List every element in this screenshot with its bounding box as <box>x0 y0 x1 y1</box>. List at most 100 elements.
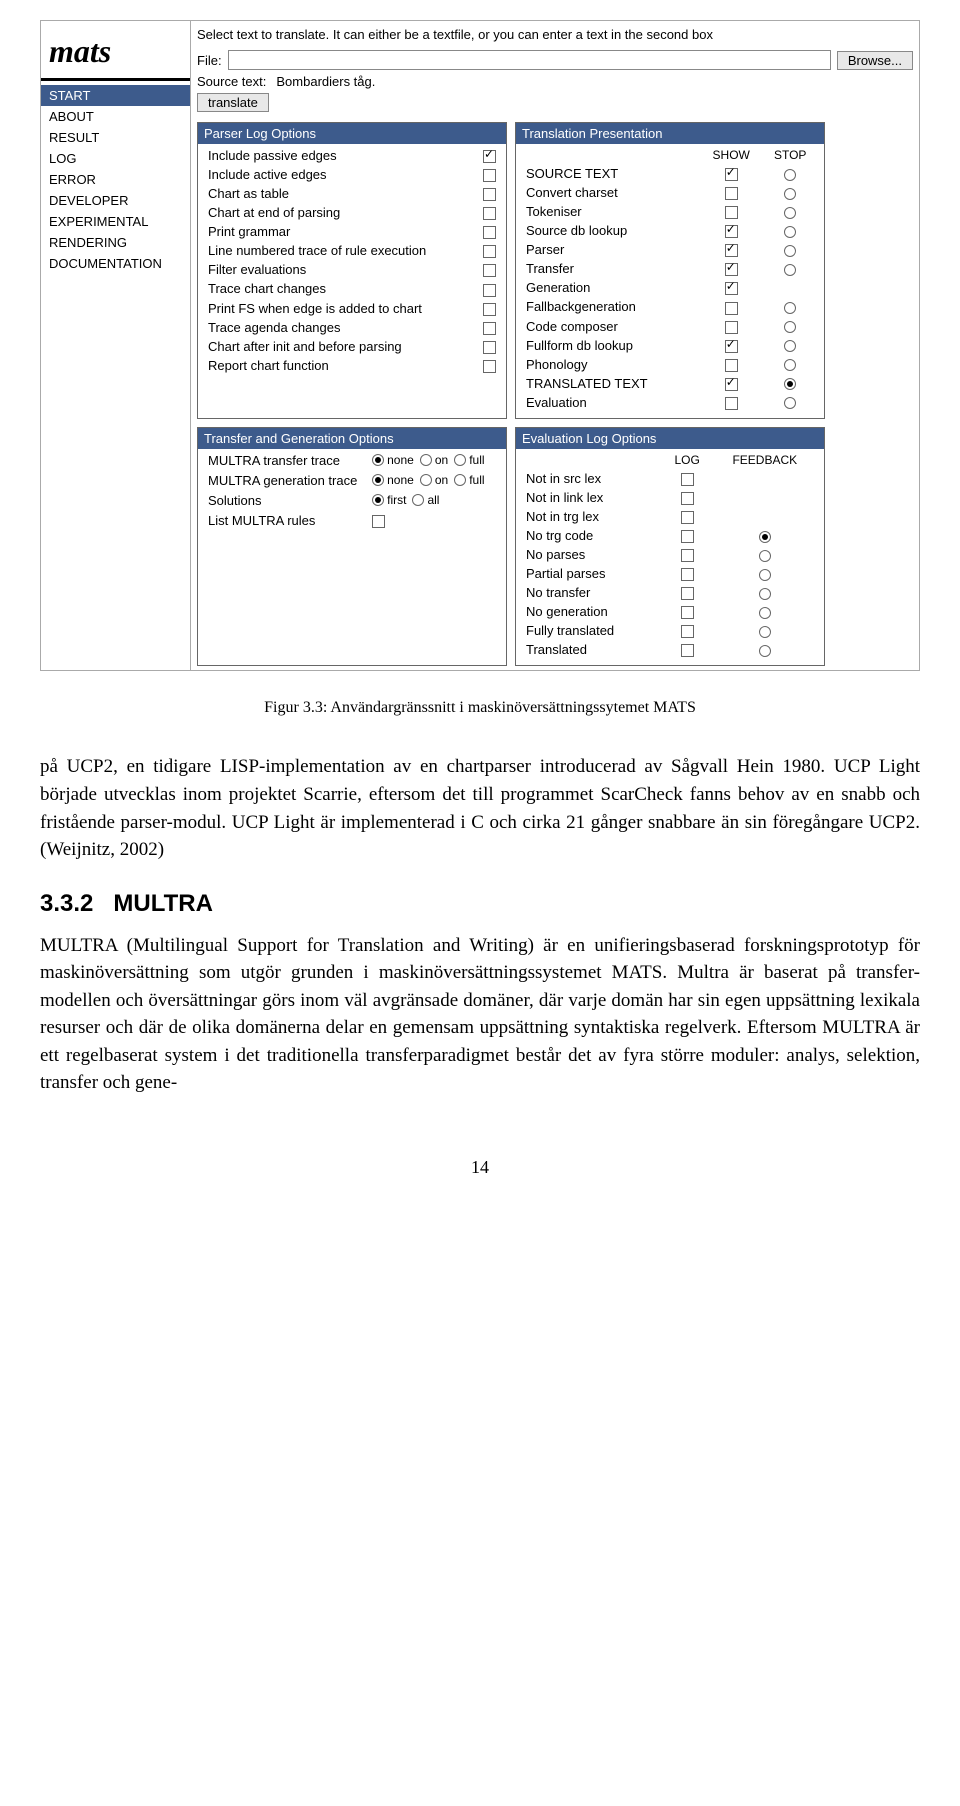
radio[interactable] <box>784 340 796 352</box>
nav-item-developer[interactable]: DEVELOPER <box>41 190 190 211</box>
radio[interactable] <box>784 264 796 276</box>
checkbox[interactable] <box>681 625 694 638</box>
nav-item-log[interactable]: LOG <box>41 148 190 169</box>
checkbox[interactable] <box>483 188 496 201</box>
checkbox[interactable] <box>681 492 694 505</box>
figure-caption: Figur 3.3: Användargränssnitt i maskinöv… <box>40 699 920 717</box>
checkbox[interactable] <box>725 206 738 219</box>
checkbox[interactable] <box>372 515 385 528</box>
radio-option[interactable]: first <box>372 493 406 507</box>
checkbox[interactable] <box>483 150 496 163</box>
section-number: 3.3.2 <box>40 890 93 917</box>
file-input[interactable] <box>228 50 831 70</box>
checkbox[interactable] <box>681 530 694 543</box>
radio[interactable] <box>412 494 424 506</box>
radio[interactable] <box>372 454 384 466</box>
radio[interactable] <box>784 188 796 200</box>
checkbox[interactable] <box>725 168 738 181</box>
radio[interactable] <box>372 474 384 486</box>
checkbox[interactable] <box>483 322 496 335</box>
option-label: Fully translated <box>522 621 663 640</box>
checkbox[interactable] <box>681 644 694 657</box>
checkbox[interactable] <box>483 303 496 316</box>
radio[interactable] <box>784 226 796 238</box>
radio[interactable] <box>784 378 796 390</box>
radio[interactable] <box>784 359 796 371</box>
nav-item-result[interactable]: RESULT <box>41 127 190 148</box>
checkbox[interactable] <box>725 282 738 295</box>
radio[interactable] <box>759 607 771 619</box>
nav-item-documentation[interactable]: DOCUMENTATION <box>41 253 190 274</box>
nav-item-experimental[interactable]: EXPERIMENTAL <box>41 211 190 232</box>
browse-button[interactable]: Browse... <box>837 51 913 70</box>
translate-button[interactable]: translate <box>197 93 269 112</box>
radio-option[interactable]: full <box>454 473 484 487</box>
nav-item-rendering[interactable]: RENDERING <box>41 232 190 253</box>
option-label: Chart at end of parsing <box>204 203 475 222</box>
checkbox[interactable] <box>681 511 694 524</box>
option-label: Line numbered trace of rule execution <box>204 241 475 260</box>
radio-option[interactable]: none <box>372 473 414 487</box>
checkbox[interactable] <box>483 207 496 220</box>
checkbox[interactable] <box>483 341 496 354</box>
nav-item-about[interactable]: ABOUT <box>41 106 190 127</box>
checkbox[interactable] <box>681 587 694 600</box>
radio[interactable] <box>759 550 771 562</box>
radio-label: full <box>469 473 484 487</box>
checkbox[interactable] <box>725 378 738 391</box>
radio[interactable] <box>759 531 771 543</box>
radio-option[interactable]: on <box>420 473 448 487</box>
nav-item-start[interactable]: START <box>41 85 190 106</box>
option-label: TRANSLATED TEXT <box>522 374 700 393</box>
checkbox[interactable] <box>483 284 496 297</box>
checkbox[interactable] <box>483 264 496 277</box>
checkbox[interactable] <box>681 549 694 562</box>
checkbox[interactable] <box>725 397 738 410</box>
checkbox[interactable] <box>681 473 694 486</box>
radio[interactable] <box>784 397 796 409</box>
checkbox[interactable] <box>725 302 738 315</box>
checkbox[interactable] <box>483 226 496 239</box>
checkbox[interactable] <box>725 340 738 353</box>
radio-label: all <box>427 493 439 507</box>
option-label: Not in link lex <box>522 488 663 507</box>
nav-item-error[interactable]: ERROR <box>41 169 190 190</box>
checkbox[interactable] <box>725 321 738 334</box>
option-label: Include active edges <box>204 165 475 184</box>
option-label: Trace chart changes <box>204 279 475 298</box>
radio[interactable] <box>784 321 796 333</box>
checkbox[interactable] <box>483 169 496 182</box>
radio-label: none <box>387 473 414 487</box>
checkbox[interactable] <box>725 225 738 238</box>
radio-option[interactable]: none <box>372 453 414 467</box>
radio[interactable] <box>420 454 432 466</box>
radio-option[interactable]: on <box>420 453 448 467</box>
option-label: Filter evaluations <box>204 260 475 279</box>
option-label: Solutions <box>204 491 368 511</box>
radio[interactable] <box>784 207 796 219</box>
radio[interactable] <box>784 169 796 181</box>
eval-panel: Evaluation Log Options LOGFEEDBACKNot in… <box>515 427 825 667</box>
radio[interactable] <box>759 588 771 600</box>
checkbox[interactable] <box>681 606 694 619</box>
checkbox[interactable] <box>725 244 738 257</box>
radio[interactable] <box>454 454 466 466</box>
radio[interactable] <box>784 302 796 314</box>
radio-option[interactable]: full <box>454 453 484 467</box>
checkbox[interactable] <box>483 245 496 258</box>
checkbox[interactable] <box>725 263 738 276</box>
radio[interactable] <box>759 569 771 581</box>
radio[interactable] <box>372 494 384 506</box>
col-feedback: FEEDBACK <box>712 451 818 469</box>
page-number: 14 <box>40 1157 920 1178</box>
radio[interactable] <box>759 626 771 638</box>
checkbox[interactable] <box>725 359 738 372</box>
radio[interactable] <box>454 474 466 486</box>
checkbox[interactable] <box>725 187 738 200</box>
checkbox[interactable] <box>483 360 496 373</box>
radio-option[interactable]: all <box>412 493 439 507</box>
radio[interactable] <box>784 245 796 257</box>
radio[interactable] <box>759 645 771 657</box>
checkbox[interactable] <box>681 568 694 581</box>
radio[interactable] <box>420 474 432 486</box>
